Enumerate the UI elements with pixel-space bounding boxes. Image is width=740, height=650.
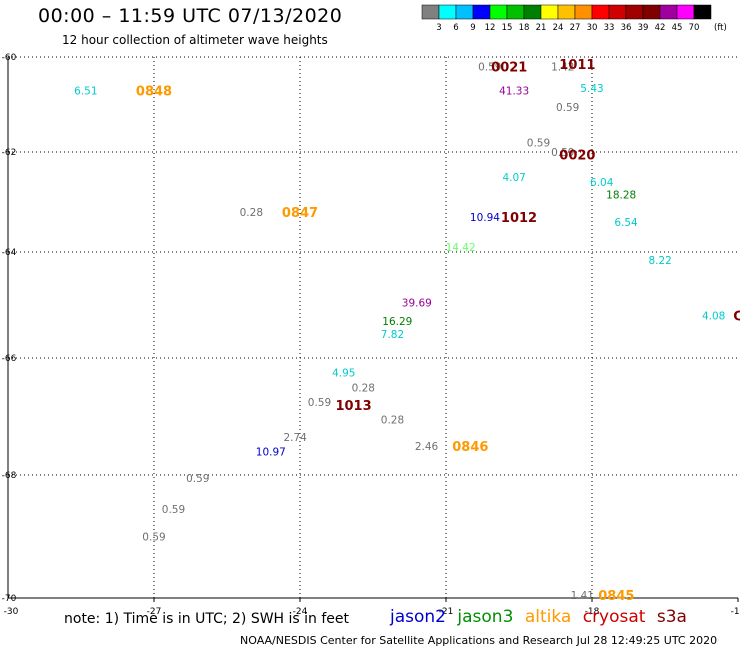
swh-value-label: 6.54: [614, 217, 638, 229]
colorbar-label: 33: [604, 23, 615, 33]
colorbar-swatch: [438, 4, 457, 20]
swh-value-label: 0.28: [352, 382, 375, 394]
colorbar-unit: (ft): [714, 23, 727, 33]
swh-value-label: 0.59: [162, 504, 185, 516]
y-tick-label: -68: [2, 471, 17, 481]
swh-value-label: 7.82: [381, 329, 404, 341]
colorbar-label: 70: [689, 23, 700, 33]
swh-value-label: 4.08: [702, 311, 725, 323]
swh-value-label: 4.95: [332, 368, 355, 380]
colorbar-label: 24: [553, 23, 564, 33]
swh-value-label: 0.59: [556, 102, 579, 114]
colorbar-label: 3: [436, 23, 441, 33]
colorbar-swatch: [455, 4, 474, 20]
colorbar-label: 30: [587, 23, 598, 33]
colorbar-label: 9: [470, 23, 475, 33]
colorbar-label: 6: [453, 23, 458, 33]
colorbar-swatch: [642, 4, 661, 20]
colorbar-swatch: [557, 4, 576, 20]
x-tick-label: -18: [585, 607, 600, 617]
chart-title: 00:00 – 11:59 UTC 07/13/2020: [38, 5, 343, 27]
colorbar-label: 12: [485, 23, 496, 33]
colorbar-label: 45: [672, 23, 683, 33]
legend-item-altika: altika: [524, 607, 572, 627]
swh-value-label: 0.59: [527, 138, 550, 150]
pass-time-label: 1013: [335, 399, 371, 414]
x-tick-label: -30: [4, 607, 19, 617]
x-tick-label: -24: [293, 607, 308, 617]
swh-value-label: 4.07: [502, 172, 525, 184]
swh-value-label: 10.97: [256, 447, 286, 459]
colorbar-swatch: [489, 4, 508, 20]
swh-value-label: 39.69: [402, 297, 432, 309]
chart-note: note: 1) Time is in UTC; 2) SWH is in fe…: [64, 611, 350, 627]
pass-time-label: 0846: [452, 440, 488, 455]
pass-time-label: C: [733, 310, 740, 325]
colorbar-swatch: [608, 4, 627, 20]
colorbar-label: 27: [570, 23, 581, 33]
colorbar-swatch: [693, 4, 712, 20]
y-tick-label: -70: [2, 594, 17, 604]
colorbar-swatch: [472, 4, 491, 20]
x-tick-label: -15: [731, 607, 740, 617]
swh-value-label: 0.59: [478, 62, 501, 74]
satellite-legend: jason2 jason3 altika cryosat s3a: [390, 607, 693, 627]
swh-value-label: 0.28: [240, 207, 263, 219]
colorbar-swatch: [574, 4, 593, 20]
pass-time-label: 1012: [501, 211, 537, 226]
colorbar-swatch: [523, 4, 542, 20]
swh-value-label: 1.41: [571, 590, 594, 602]
colorbar-label: 39: [638, 23, 649, 33]
pass-time-label: 1011: [559, 58, 595, 73]
swh-value-label: 0.59: [308, 397, 331, 409]
swh-value-label: 41.33: [499, 85, 529, 97]
legend-item-s3a: s3a: [656, 607, 687, 627]
colorbar-label: 42: [655, 23, 666, 33]
colorbar-swatch: [540, 4, 559, 20]
swh-value-label: 14.42: [446, 242, 476, 254]
swh-value-label: 6.51: [74, 85, 97, 97]
colorbar-swatch: [676, 4, 695, 20]
swh-value-label: 0.59: [551, 147, 574, 159]
swh-value-label: 6.04: [590, 177, 614, 189]
x-tick-label: -21: [439, 607, 454, 617]
pass-time-label: 0848: [136, 84, 172, 99]
colorbar-label: 15: [502, 23, 513, 33]
swh-value-label: 10.94: [470, 212, 500, 224]
colorbar-swatch: [421, 4, 440, 20]
pass-time-label: 0845: [598, 589, 634, 604]
x-tick-label: -27: [147, 607, 162, 617]
colorbar-label: 21: [536, 23, 547, 33]
swh-value-label: 8.22: [648, 255, 671, 267]
y-tick-label: -64: [2, 248, 17, 258]
credit-line: NOAA/NESDIS Center for Satellite Applica…: [240, 634, 718, 647]
pass-time-label: 0020: [559, 149, 595, 164]
swh-value-label: 0.59: [142, 532, 165, 544]
colorbar-swatch: [506, 4, 525, 20]
swh-value-label: 0.28: [381, 414, 404, 426]
colorbar-swatch: [625, 4, 644, 20]
swh-value-label: 5.43: [580, 83, 603, 95]
swh-value-label: 1.42: [551, 62, 574, 74]
swh-value-label: 2.74: [283, 432, 307, 444]
legend-item-jason2: jason2: [390, 607, 446, 627]
swh-value-label: 16.29: [382, 316, 412, 328]
colorbar-swatch: [659, 4, 678, 20]
y-tick-label: -60: [2, 53, 17, 63]
y-tick-label: -62: [2, 148, 17, 158]
y-tick-label: -66: [2, 354, 17, 364]
pass-time-label: 0847: [282, 206, 318, 221]
colorbar-label: 36: [621, 23, 632, 33]
swh-value-label: 18.28: [606, 190, 636, 202]
colorbar-label: 18: [519, 23, 530, 33]
legend-item-jason3: jason3: [457, 607, 514, 627]
pass-time-label: 0021: [491, 61, 527, 76]
swh-value-label: 2.46: [415, 441, 439, 453]
colorbar-swatch: [591, 4, 610, 20]
legend-item-cryosat: cryosat: [582, 607, 646, 627]
swh-value-label: 0.59: [186, 473, 209, 485]
chart-subtitle: 12 hour collection of altimeter wave hei…: [62, 33, 328, 47]
